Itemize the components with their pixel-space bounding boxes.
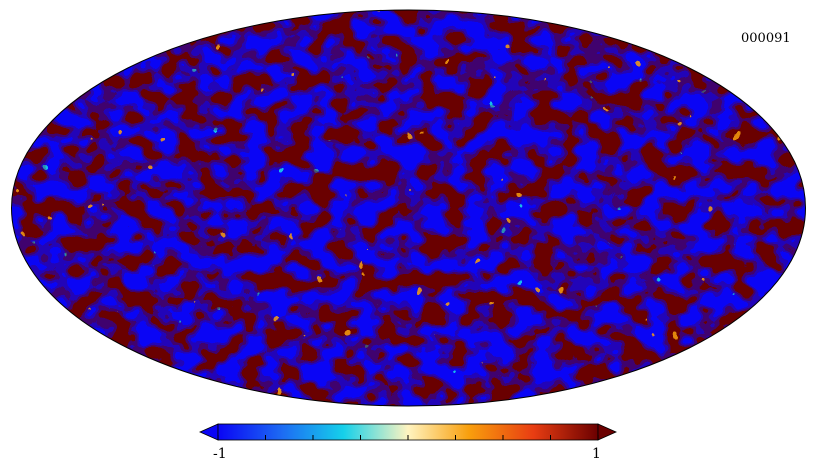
map-mid-high-spots xyxy=(11,10,806,406)
colorbar-max-label: 1 xyxy=(592,446,601,462)
colorbar-high-arrow xyxy=(597,423,617,441)
sky-map-field xyxy=(11,10,806,406)
map-id-label: 000091 xyxy=(741,31,791,46)
colorbar-ticks xyxy=(217,435,599,440)
colorbar-low-arrow xyxy=(199,423,219,441)
colorbar xyxy=(199,423,617,441)
map-boundary-outline xyxy=(11,9,806,407)
colorbar-min-label: -1 xyxy=(213,446,227,462)
